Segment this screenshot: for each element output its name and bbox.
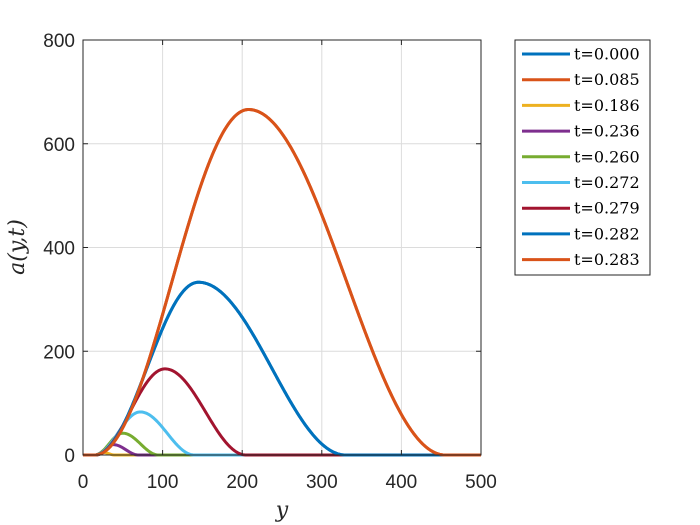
y-tick-label: 200 xyxy=(43,342,75,363)
y-tick-label: 800 xyxy=(43,31,75,52)
legend-label-9: t=0.283 xyxy=(574,250,640,269)
grid xyxy=(83,40,481,455)
y-tick-label: 0 xyxy=(64,446,75,467)
x-tick-label: 300 xyxy=(306,472,338,493)
legend-label-6: t=0.272 xyxy=(574,173,640,192)
x-tick-label: 500 xyxy=(465,472,497,493)
x-tick-label: 0 xyxy=(78,472,89,493)
legend-label-3: t=0.186 xyxy=(574,96,640,115)
y-axis-label: a(y,t) xyxy=(5,219,30,275)
legend-label-8: t=0.282 xyxy=(574,224,640,243)
x-tick-label: 100 xyxy=(147,472,179,493)
legend-label-4: t=0.236 xyxy=(574,122,640,141)
legend-label-7: t=0.279 xyxy=(574,199,640,218)
x-tick-label: 400 xyxy=(386,472,418,493)
x-axis-label: y xyxy=(275,498,289,523)
legend-label-1: t=0.000 xyxy=(574,45,640,64)
series-line-9 xyxy=(82,108,482,457)
ticks xyxy=(82,39,482,456)
x-tick-label: 200 xyxy=(226,472,258,493)
legend-label-2: t=0.085 xyxy=(574,70,640,89)
tick-labels: 0 100 200 300 400 500 0 200 400 600 800 xyxy=(43,31,497,493)
y-tick-label: 400 xyxy=(43,239,75,260)
legend-label-5: t=0.260 xyxy=(574,147,640,166)
y-tick-label: 600 xyxy=(43,135,75,156)
legend: t=0.000 t=0.085 t=0.186 t=0.236 t=0.260 t=0.2… xyxy=(514,39,651,276)
